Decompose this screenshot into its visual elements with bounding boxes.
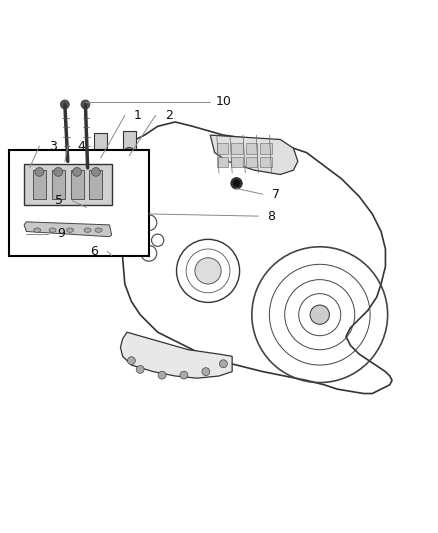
Text: 2: 2 bbox=[165, 109, 173, 122]
Text: 4: 4 bbox=[77, 140, 85, 152]
Circle shape bbox=[136, 366, 144, 374]
Ellipse shape bbox=[95, 228, 102, 232]
Text: 6: 6 bbox=[90, 245, 98, 257]
Circle shape bbox=[91, 204, 98, 211]
Bar bbox=[231, 143, 243, 154]
Bar bbox=[21, 157, 39, 168]
Circle shape bbox=[74, 204, 81, 211]
Text: 9: 9 bbox=[57, 227, 65, 240]
Text: 3: 3 bbox=[49, 140, 57, 152]
Bar bbox=[94, 133, 107, 157]
Circle shape bbox=[35, 167, 44, 176]
Circle shape bbox=[219, 360, 227, 368]
Bar bbox=[217, 143, 228, 154]
Circle shape bbox=[73, 167, 81, 176]
Bar bbox=[260, 143, 272, 154]
Bar bbox=[123, 131, 136, 155]
Circle shape bbox=[233, 180, 240, 187]
Circle shape bbox=[124, 147, 134, 158]
Circle shape bbox=[127, 357, 135, 365]
Bar bbox=[260, 157, 272, 167]
Text: 1: 1 bbox=[134, 109, 142, 122]
Ellipse shape bbox=[67, 228, 74, 232]
Circle shape bbox=[60, 100, 69, 109]
Bar bbox=[231, 157, 243, 167]
Circle shape bbox=[92, 167, 100, 176]
Circle shape bbox=[195, 258, 221, 284]
Bar bbox=[88, 199, 100, 207]
Circle shape bbox=[180, 371, 188, 379]
Text: 5: 5 bbox=[55, 195, 63, 207]
Text: 7: 7 bbox=[272, 188, 280, 201]
Polygon shape bbox=[24, 222, 112, 237]
Bar bbox=[71, 170, 84, 199]
Circle shape bbox=[158, 371, 166, 379]
Ellipse shape bbox=[34, 228, 41, 232]
Bar bbox=[246, 143, 257, 154]
Text: 10: 10 bbox=[215, 95, 231, 108]
Polygon shape bbox=[120, 332, 232, 378]
Polygon shape bbox=[210, 135, 298, 174]
Bar bbox=[9, 150, 149, 255]
Text: 8: 8 bbox=[268, 209, 276, 223]
Bar bbox=[33, 170, 46, 199]
Bar bbox=[89, 170, 102, 199]
Circle shape bbox=[310, 305, 329, 324]
Circle shape bbox=[95, 150, 106, 160]
Bar bbox=[217, 157, 228, 167]
Circle shape bbox=[54, 167, 63, 176]
Bar bbox=[246, 157, 257, 167]
Bar bbox=[24, 164, 112, 205]
Ellipse shape bbox=[49, 228, 56, 232]
Circle shape bbox=[81, 100, 90, 109]
Circle shape bbox=[107, 247, 116, 255]
Ellipse shape bbox=[84, 228, 91, 232]
Circle shape bbox=[202, 368, 210, 376]
Circle shape bbox=[21, 155, 30, 164]
Bar bbox=[52, 170, 65, 199]
Circle shape bbox=[231, 177, 242, 189]
Bar bbox=[72, 199, 84, 207]
